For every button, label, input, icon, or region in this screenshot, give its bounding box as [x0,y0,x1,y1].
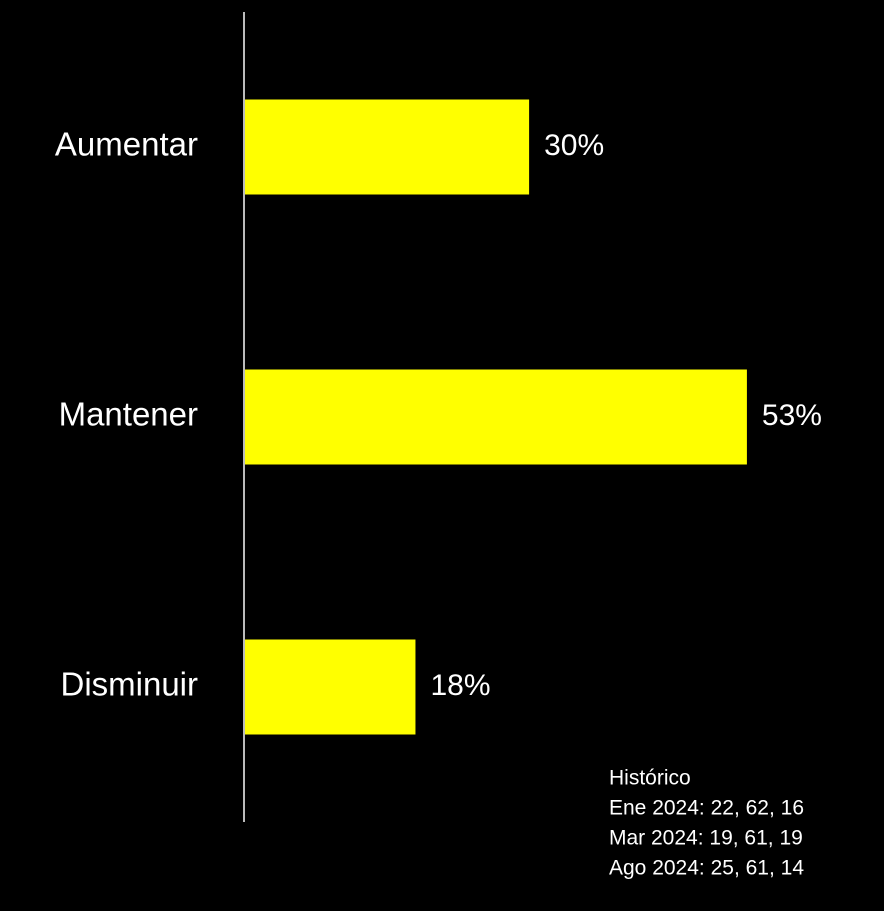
value-label: 18% [430,669,490,702]
annotation-line: Ene 2024: 22, 62, 16 [609,797,804,820]
annotation-line: Histórico [609,767,691,790]
category-label: Mantener [59,396,198,433]
bar [245,99,530,195]
bar [245,369,747,465]
value-label: 53% [762,399,822,432]
bar [245,639,416,735]
category-label: Disminuir [60,666,198,703]
annotation-line: Mar 2024: 19, 61, 19 [609,827,803,850]
category-label: Aumentar [55,126,198,163]
annotation-line: Ago 2024: 25, 61, 14 [609,857,804,880]
value-label: 30% [544,129,604,162]
